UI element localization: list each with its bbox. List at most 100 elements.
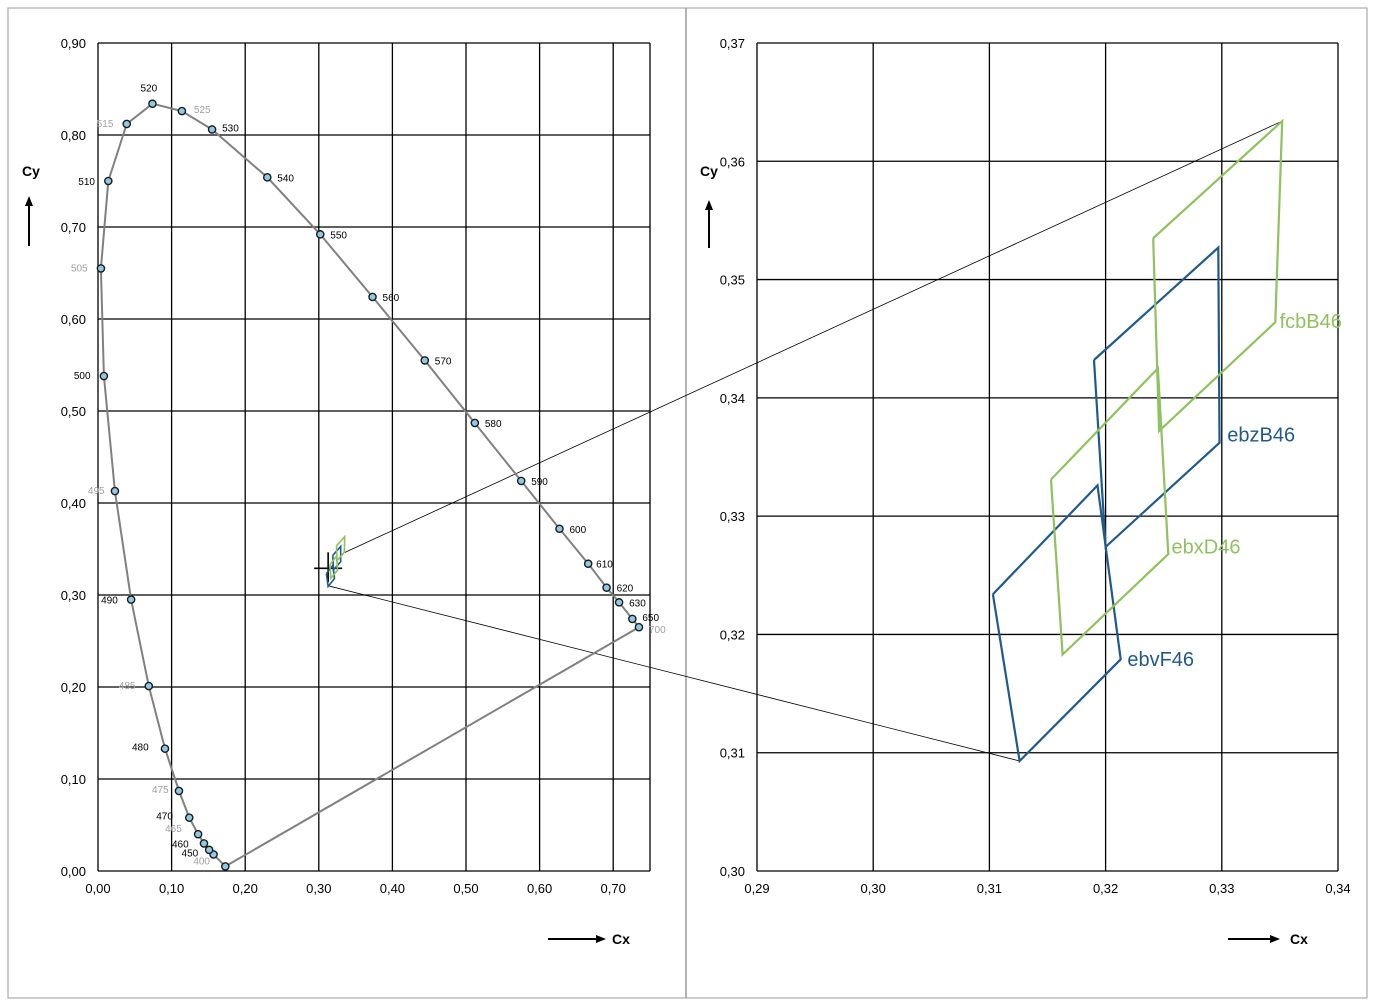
x-tick-label: 0,30 [861, 881, 886, 896]
locus-point [516, 476, 526, 486]
right-x-axis-label: Cx [1290, 931, 1308, 947]
x-tick-label: 0,32 [1093, 881, 1118, 896]
wavelength-label: 540 [277, 173, 294, 184]
x-tick-label: 0,20 [233, 881, 258, 896]
left-x-arrow-icon [548, 935, 606, 943]
wavelength-label: 620 [617, 584, 634, 595]
series-label: ebzB46 [1227, 424, 1295, 446]
spectral-locus-curve [99, 102, 640, 868]
locus-point [614, 598, 624, 607]
wavelength-label: 560 [383, 293, 400, 304]
wavelength-label: 550 [330, 230, 347, 241]
x-tick-label: 0,29 [744, 881, 769, 896]
locus-point [104, 176, 113, 186]
wavelength-label: 700 [649, 625, 666, 636]
wavelength-label: 520 [140, 84, 157, 95]
locus-point [204, 845, 214, 855]
left-y-arrow-icon [25, 196, 33, 246]
y-tick-label: 0,33 [720, 509, 745, 524]
left-mini-quadrilaterals [325, 534, 346, 589]
series-quadrilateral [991, 482, 1122, 764]
series-label: fcbB46 [1280, 311, 1342, 333]
locus-point [634, 622, 644, 632]
y-tick-label: 0,20 [61, 680, 86, 695]
y-tick-label: 0,34 [720, 391, 745, 406]
locus-point [126, 595, 136, 604]
y-tick-label: 0,35 [720, 273, 745, 288]
wavelength-label: 490 [101, 596, 118, 607]
wavelength-label: 510 [78, 177, 95, 188]
wavelength-label: 600 [569, 525, 586, 536]
x-tick-label: 0,34 [1325, 881, 1350, 896]
locus-point [96, 264, 106, 273]
locus-point [148, 99, 157, 109]
y-tick-label: 0,30 [61, 588, 86, 603]
wavelength-label: 485 [119, 681, 136, 692]
wavelength-label: 525 [194, 105, 211, 116]
wavelength-label: 570 [435, 356, 452, 367]
y-tick-label: 0,40 [61, 496, 86, 511]
x-tick-label: 0,33 [1209, 881, 1234, 896]
wavelength-label: 505 [71, 263, 88, 274]
y-tick-label: 0,37 [720, 36, 745, 51]
right-y-arrow-icon [705, 200, 713, 248]
locus-point [602, 583, 611, 592]
series-label: ebxD46 [1172, 537, 1241, 559]
locus-point [184, 813, 194, 822]
y-tick-label: 0,80 [61, 128, 86, 143]
x-tick-label: 0,50 [453, 881, 478, 896]
locus-point [315, 230, 325, 239]
x-tick-label: 0,10 [159, 881, 184, 896]
locus-point [221, 862, 230, 871]
right-chart-series: ebzB46 ebvF46 fcbB46 ebxD46 [991, 118, 1342, 764]
zoom-connector-lines [328, 120, 1283, 762]
locus-point [583, 559, 593, 569]
y-tick-label: 0,30 [720, 864, 745, 879]
locus-point [122, 119, 132, 129]
wavelength-label: 450 [182, 848, 199, 859]
right-chart-grid [756, 42, 1339, 872]
wavelength-label: 480 [132, 743, 149, 754]
wavelength-label: 400 [193, 856, 210, 867]
zoom-connector-line [342, 120, 1283, 554]
locus-point [628, 614, 637, 624]
left-x-axis-label: Cx [612, 931, 630, 947]
locus-point [110, 486, 120, 496]
wavelength-label: 500 [74, 371, 91, 382]
left-y-axis-label: Cy [22, 163, 40, 179]
right-x-arrow-icon [1228, 935, 1280, 943]
x-tick-label: 0,60 [527, 881, 552, 896]
locus-point [144, 681, 154, 691]
wavelength-label: 610 [596, 560, 613, 571]
wavelength-label: 580 [485, 419, 502, 430]
zoom-connector-line [328, 585, 1020, 762]
locus-point [199, 839, 209, 848]
locus-point [207, 125, 217, 134]
locus-point [420, 356, 430, 365]
y-tick-label: 0,00 [61, 864, 86, 879]
y-tick-label: 0,90 [61, 36, 86, 51]
series-label: ebvF46 [1127, 649, 1194, 671]
locus-point [160, 744, 170, 753]
x-tick-label: 0,40 [380, 881, 405, 896]
wavelength-label: 460 [172, 839, 189, 850]
wavelength-label: 475 [152, 785, 169, 796]
y-tick-label: 0,32 [720, 627, 745, 642]
mini-quadrilateral [329, 553, 339, 581]
x-tick-label: 0,30 [306, 881, 331, 896]
x-tick-label: 0,31 [977, 881, 1002, 896]
y-tick-label: 0,50 [61, 404, 86, 419]
wavelength-label: 465 [165, 824, 182, 835]
y-tick-label: 0,31 [720, 746, 745, 761]
left-chart-grid [97, 42, 651, 872]
series-quadrilateral [1049, 365, 1170, 657]
wavelength-label: 530 [222, 123, 239, 134]
locus-point [193, 829, 203, 839]
y-tick-label: 0,60 [61, 312, 86, 327]
locus-point [470, 418, 480, 428]
wavelength-label: 470 [156, 812, 173, 823]
locus-point [174, 786, 184, 796]
wavelength-label: 630 [629, 598, 646, 609]
